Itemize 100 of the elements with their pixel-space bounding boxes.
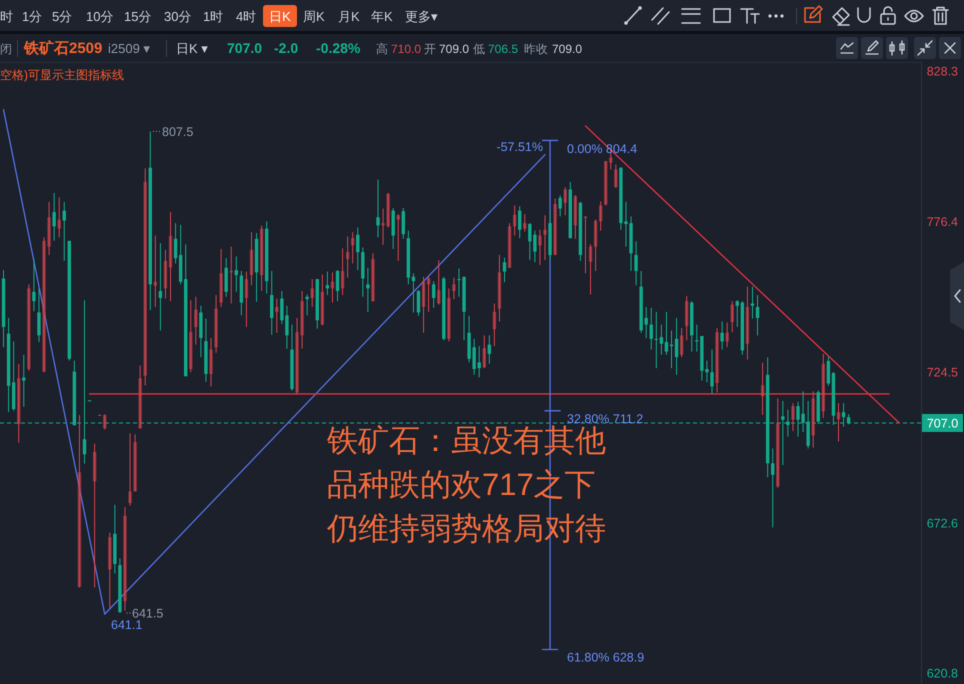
candlestick [103, 414, 106, 430]
text: 1时 [203, 9, 224, 24]
text: 1分 [22, 9, 42, 24]
y-tick-label: 672.6 [926, 516, 958, 530]
text: 706.5 [488, 42, 518, 56]
candlestick [17, 363, 20, 444]
text: 709.0 [552, 42, 582, 56]
annotation: 807.5 [162, 124, 194, 139]
candlestick [330, 272, 334, 304]
candlestick [594, 219, 598, 272]
candlestick [194, 296, 198, 346]
chart-title: 铁矿石2509 [23, 39, 102, 57]
candlestick [634, 240, 638, 286]
annotation: 32.80% 711.2 [567, 412, 644, 426]
text: 710.0 [391, 42, 422, 56]
candlestick [715, 328, 719, 394]
candlestick [138, 365, 142, 429]
text: 高 [376, 42, 388, 56]
candlestick [244, 271, 248, 328]
candlestick [57, 196, 61, 238]
candlestick [488, 334, 492, 364]
text: 昨收 [524, 42, 548, 56]
candlestick [720, 320, 724, 350]
candlestick [584, 216, 588, 274]
candlestick [574, 194, 578, 240]
candlestick [452, 277, 456, 300]
candlestick [62, 201, 66, 262]
annotation: 61.80% 628.9 [567, 650, 644, 664]
candlestick [47, 201, 51, 256]
chart-subtitle: i2509 ▾ [108, 41, 150, 56]
candlestick [650, 307, 653, 350]
text: 日K [269, 9, 292, 24]
candlestick [771, 448, 774, 528]
candlestick [564, 186, 567, 216]
candlestick [32, 258, 36, 312]
candlestick [310, 278, 314, 308]
candlestick [144, 168, 147, 386]
candlestick [356, 226, 360, 271]
y-tick-label: 776.4 [926, 215, 958, 230]
candlestick [674, 317, 678, 376]
candlestick [760, 362, 764, 416]
candlestick [447, 288, 451, 342]
candlestick [604, 160, 608, 206]
candlestick [154, 235, 158, 308]
candlestick [670, 330, 674, 369]
text: 709.0 [439, 42, 470, 56]
text: 闭 [0, 42, 12, 56]
candlestick [189, 300, 192, 373]
candlestick [558, 194, 562, 217]
candlestick [326, 271, 330, 296]
text: -0.28% [316, 40, 361, 56]
text: 15分 [124, 9, 152, 24]
candlestick [523, 214, 526, 232]
candlestick [108, 532, 112, 608]
text: 4时 [236, 9, 256, 24]
candlestick [346, 236, 350, 278]
candlestick [482, 334, 486, 369]
candlestick [219, 248, 223, 308]
candlestick [776, 398, 780, 488]
candlestick [812, 390, 815, 448]
candlestick [371, 252, 375, 302]
candlestick [492, 302, 496, 347]
candlestick [432, 280, 436, 308]
candlestick [78, 414, 82, 588]
annotation: 641.5 [132, 606, 164, 620]
candlestick [351, 232, 354, 264]
candlestick [214, 294, 218, 354]
candlestick [750, 286, 754, 320]
text: 30分 [164, 9, 192, 24]
candlestick [746, 286, 750, 360]
text: 低 [473, 42, 485, 56]
candlestick [822, 353, 826, 419]
candlestick [437, 259, 440, 306]
candlestick [791, 402, 795, 432]
candlestick [512, 204, 516, 236]
candlestick [366, 267, 370, 312]
candlestick [538, 229, 542, 266]
y-tick-label: 620.8 [926, 666, 958, 681]
text: 周K [303, 9, 325, 24]
text: 月K [338, 9, 360, 24]
candlestick [230, 246, 233, 304]
annotation: 641.1 [111, 618, 142, 632]
text: 更多▾ [405, 9, 438, 24]
candlestick [598, 200, 602, 232]
y-tick-label: 724.5 [926, 366, 958, 380]
candlestick [52, 192, 56, 242]
candlestick [340, 248, 344, 296]
text: -2.0 [274, 40, 298, 56]
text: 10分 [86, 9, 114, 24]
y-tick-label: 828.3 [926, 64, 958, 79]
candlestick [92, 443, 96, 588]
text: 开 [424, 42, 436, 56]
candlestick [158, 242, 162, 331]
text: 时 [0, 9, 13, 24]
candlestick [381, 208, 385, 246]
candlestick [320, 274, 324, 326]
candlestick [300, 290, 304, 350]
candlestick [234, 256, 238, 292]
candlestick [133, 434, 137, 492]
candlestick [710, 349, 714, 394]
